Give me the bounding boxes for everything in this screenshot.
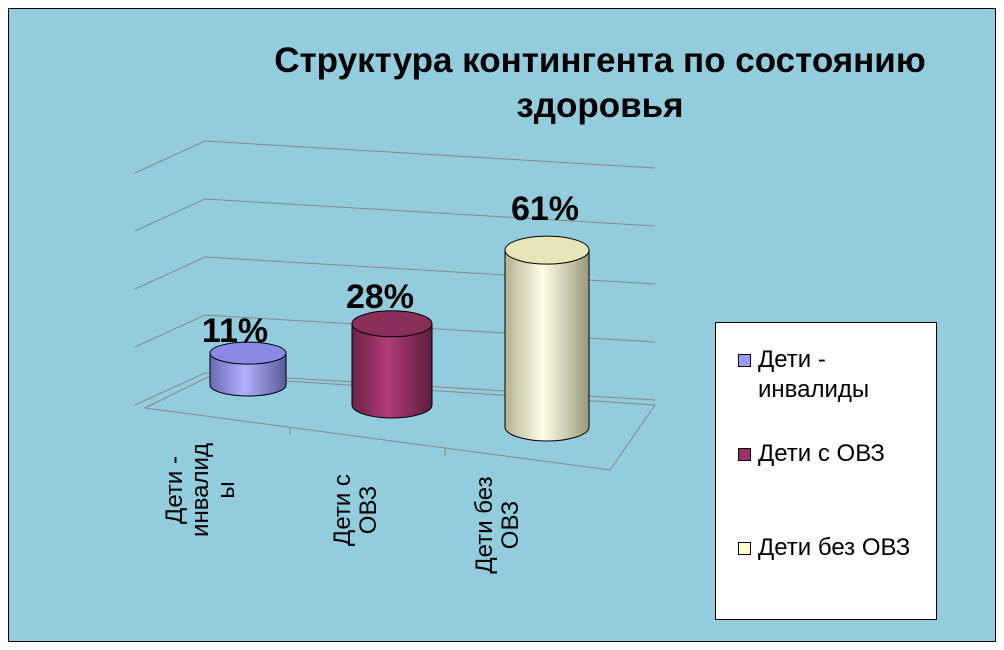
bar-body — [209, 352, 287, 397]
legend-swatch — [738, 448, 751, 461]
bar-top — [351, 310, 433, 338]
legend-item: Дети без ОВЗ — [738, 533, 928, 627]
legend-label: Дети - инвалиды — [758, 346, 870, 403]
bar-top — [504, 235, 590, 265]
x-tick-label: Дети - инвалиды — [161, 443, 240, 537]
grid-line — [134, 140, 656, 174]
bar — [209, 341, 287, 397]
grid-line — [134, 198, 656, 232]
bar — [351, 310, 433, 419]
bar-body — [351, 323, 433, 419]
chart-title: Структура контингента по состоянию здоро… — [274, 41, 926, 125]
bar-body — [504, 249, 590, 442]
value-label: 11% — [201, 312, 269, 350]
value-label: 28% — [345, 278, 415, 316]
legend-label: Дети без ОВЗ — [758, 534, 911, 561]
legend: Дети - инвалиды Дети с ОВЗ Дети без ОВЗ — [715, 322, 937, 620]
value-label: 61% — [510, 190, 580, 228]
legend-item: Дети с ОВЗ — [738, 439, 928, 533]
legend-swatch — [738, 542, 751, 555]
legend-label: Дети с ОВЗ — [758, 440, 885, 467]
legend-item: Дети - инвалиды — [738, 345, 928, 439]
x-tick-label: Дети без ОВЗ — [471, 476, 524, 574]
bar — [504, 235, 590, 442]
floor — [143, 375, 656, 471]
bar-top — [209, 341, 287, 365]
x-tick-label: Дети с ОВЗ — [329, 474, 382, 546]
legend-swatch — [738, 354, 751, 367]
